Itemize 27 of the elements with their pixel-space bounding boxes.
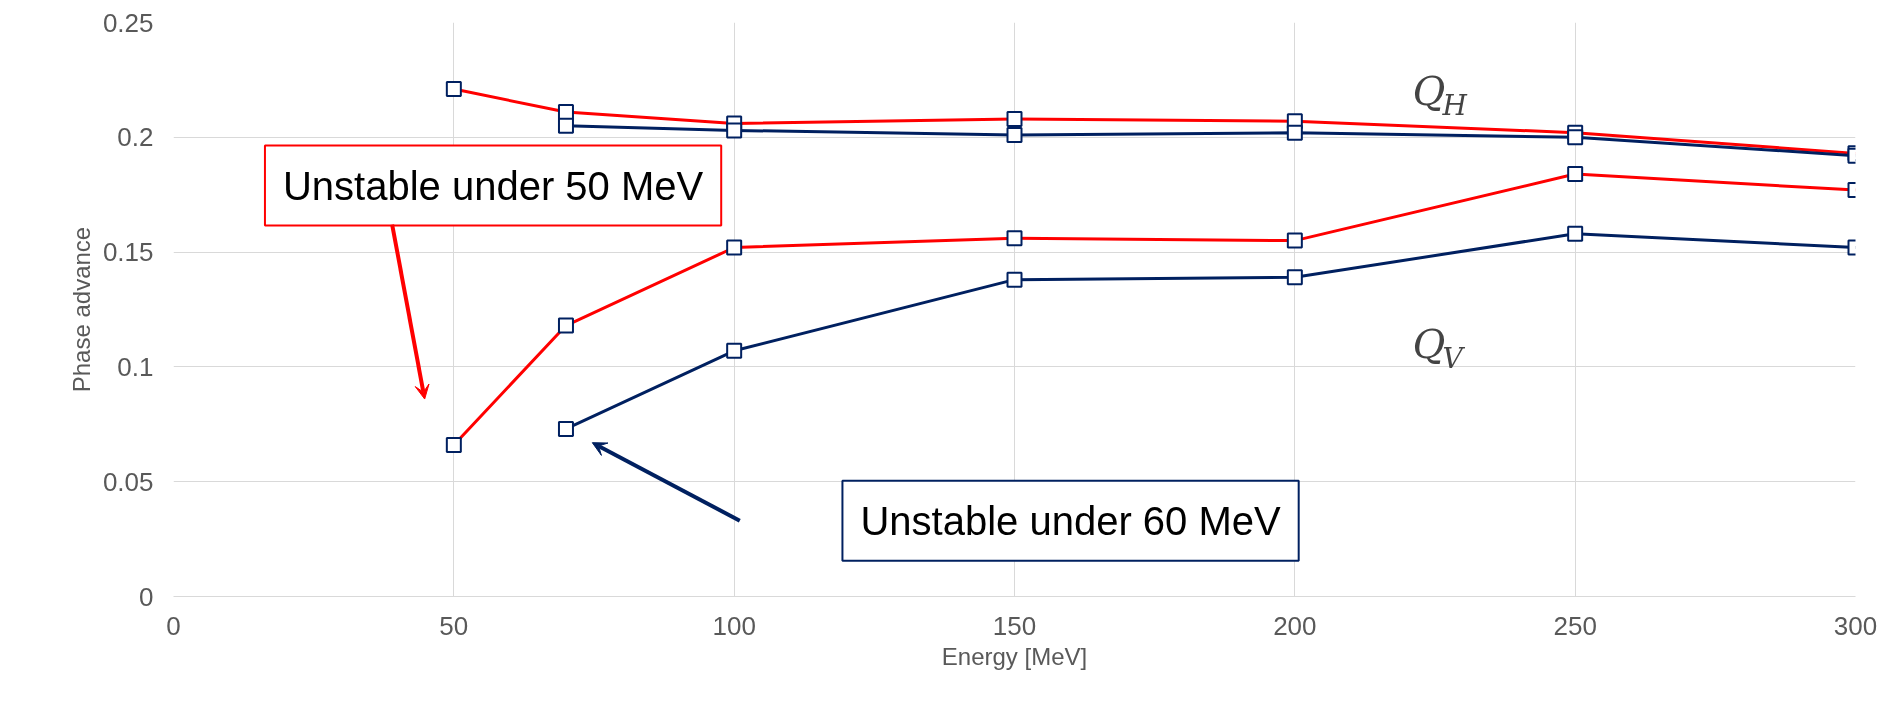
point — [726, 342, 743, 359]
point — [1006, 127, 1023, 143]
annotation: Unstable under 50 MeV — [282, 163, 704, 208]
y-tick-label: 0.1 — [117, 351, 154, 382]
x-tick-label: 250 — [1553, 610, 1597, 641]
y-tick-label: 0.05 — [102, 466, 154, 497]
x-tick-label: 50 — [439, 610, 469, 641]
point — [557, 117, 574, 134]
point — [1567, 225, 1584, 242]
x-tick-label: 100 — [712, 610, 756, 641]
x-tick-label: 200 — [1273, 610, 1317, 641]
x-tick-label: 300 — [1833, 610, 1878, 641]
y-tick-label: 0.2 — [117, 122, 154, 153]
point — [1286, 124, 1303, 141]
x-tick-label: 0 — [166, 610, 181, 641]
y-tick-label: 0.25 — [102, 7, 154, 38]
annotation: Unstable under 60 MeV — [860, 498, 1282, 543]
point — [1286, 269, 1303, 286]
point — [1567, 129, 1584, 146]
y-tick-label: 0 — [139, 581, 154, 612]
point — [726, 122, 743, 139]
x-tick-label: 150 — [992, 610, 1037, 641]
point — [557, 420, 574, 437]
x-axis-title: Energy [MeV] — [941, 642, 1088, 670]
point — [1006, 271, 1023, 288]
y-tick-label: 0.15 — [102, 237, 154, 268]
y-axis-title: Phase advance — [67, 226, 95, 393]
